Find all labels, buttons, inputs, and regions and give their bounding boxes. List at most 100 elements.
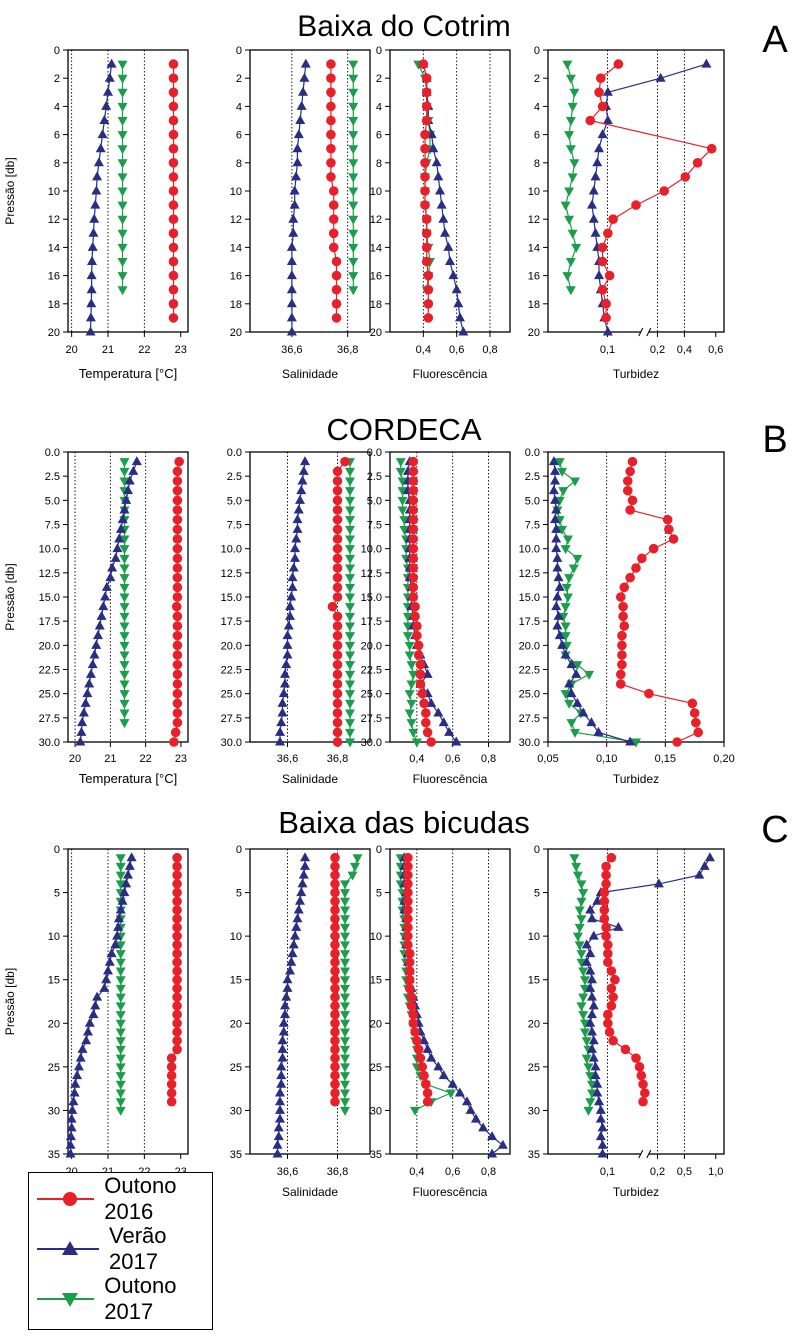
data-point [348,60,359,70]
x-axis-label: Temperatura [°C] [79,366,177,381]
subplot-3: 0 5 10 15 20 25 30 35 0,4 0,6 0,8 Fluorescência [370,844,511,1199]
data-point [404,651,415,661]
data-point [348,131,359,141]
data-point [276,717,287,727]
data-point [75,1052,86,1062]
data-point [408,543,419,554]
panel-B: CORDECA B Pressão [db] 0.0 2.5 5.0 7.5 10.0 12.5… [3,412,788,786]
y-tick-label: 15.0 [361,592,382,604]
data-point [599,896,610,907]
data-point [597,242,608,253]
x-tick-label: 20 [66,344,78,356]
data-point [126,852,137,862]
data-point [564,574,575,584]
data-point [550,475,561,485]
data-point [423,270,434,281]
subplot-4: 0.0 2.5 5.0 7.5 10.0 12.5 15.0 17.5 20.0 22.5 25.0… [519,447,735,786]
data-point [345,612,355,622]
y-tick-label: 15 [370,975,382,987]
y-tick-label: 4 [534,101,540,113]
data-point [426,737,436,747]
subplot-2: 0.0 2.5 5.0 7.5 10.0 12.5 15.0 17.5 20.0 22.5 25.0… [221,447,371,786]
data-point [406,719,417,729]
data-point [408,670,419,680]
data-point [332,737,343,747]
data-point [98,601,109,611]
data-point [340,1089,350,1099]
x-tick-label: 0,6 [445,1166,460,1178]
data-point [415,669,426,680]
y-tick-label: 8 [534,158,540,170]
y-tick-label: 8 [376,158,382,170]
data-point [327,601,338,612]
data-point [345,728,355,738]
data-point [332,563,343,573]
data-point [117,88,128,98]
data-point [443,241,454,251]
data-point [117,272,128,282]
data-point [115,984,126,994]
y-tick-label: 30 [370,1105,382,1117]
y-tick-label: 5 [534,888,540,900]
series-verao-2017 [75,456,142,746]
data-point [659,186,669,196]
data-point [340,1037,350,1047]
data-point [172,896,182,907]
series-outono-2016 [330,852,340,1107]
data-point [350,862,360,872]
data-point [330,931,340,941]
data-point [340,1028,350,1038]
y-tick-label: 8 [236,158,242,170]
data-point [110,552,121,562]
x-tick-label: 0,4 [409,753,424,765]
data-point [557,525,568,535]
data-point [72,1070,83,1080]
data-point [117,173,128,183]
data-point [128,465,139,475]
data-point [340,1045,350,1055]
data-point [101,100,112,110]
data-point [588,185,599,195]
data-point [571,243,582,253]
data-point [348,286,359,296]
data-point [602,326,613,336]
data-point [330,870,340,880]
y-tick-label: 35 [370,1149,382,1161]
data-point [636,1070,647,1081]
y-tick-label: 20.0 [221,640,242,652]
data-point [560,632,571,642]
data-point [332,717,343,728]
data-point [419,698,429,709]
y-tick-label: 30 [528,1105,540,1117]
data-point [403,913,413,924]
data-point [581,1037,592,1047]
data-point [554,581,565,591]
data-point [597,1122,608,1132]
y-tick-label: 18 [528,299,540,311]
y-tick-label: 17.5 [519,616,540,628]
data-point [340,1106,350,1116]
y-tick-label: 30.0 [221,737,242,749]
data-point [348,187,359,197]
data-point [330,1027,340,1037]
data-point [408,505,419,515]
data-point [408,563,419,573]
data-point [421,73,432,83]
data-point [345,574,355,584]
data-point [117,229,128,239]
x-tick-label: 0,4 [416,344,431,356]
data-point [282,982,293,992]
data-point [172,1001,182,1011]
data-point [340,993,350,1003]
x-tick-label: 0,8 [482,344,497,356]
data-point [565,286,576,296]
data-point [86,284,97,294]
data-point [403,905,413,915]
data-point [587,1080,597,1090]
y-tick-label: 6 [236,130,242,142]
data-point [622,476,633,486]
data-point [332,534,343,544]
data-point [579,1019,590,1029]
data-point [119,709,130,719]
data-point [603,228,613,239]
